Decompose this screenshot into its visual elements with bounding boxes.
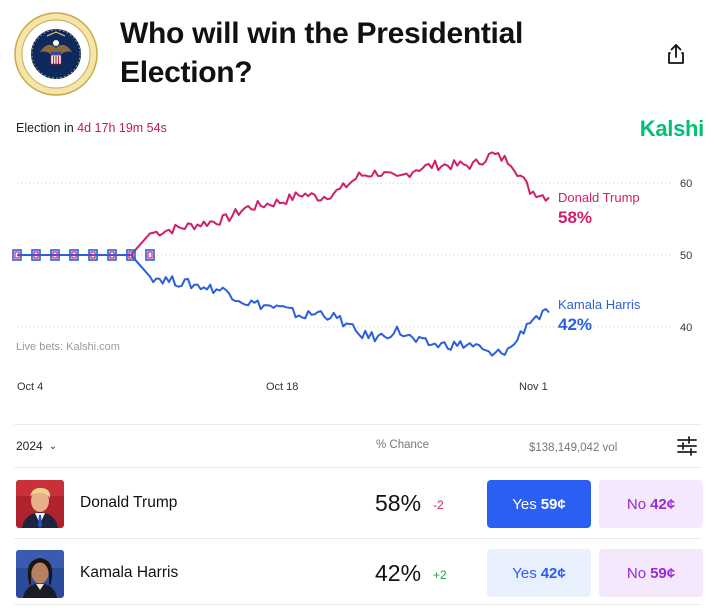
data-point-marker bbox=[90, 251, 96, 259]
year-dropdown[interactable]: 2024 ⌄ bbox=[16, 439, 57, 453]
no-price: 59¢ bbox=[650, 564, 676, 582]
series-value-label: 42% bbox=[558, 315, 592, 334]
data-point-marker bbox=[128, 251, 134, 259]
market-header: Who will win the Presidential Election? bbox=[0, 0, 716, 110]
filter-sliders-icon[interactable] bbox=[676, 436, 698, 456]
y-tick-label: 60 bbox=[680, 178, 692, 190]
x-tick-label: Nov 1 bbox=[519, 381, 548, 393]
data-point-marker bbox=[88, 249, 98, 261]
data-point-marker bbox=[69, 249, 79, 261]
no-label: No bbox=[626, 495, 647, 513]
data-point-marker bbox=[147, 251, 153, 259]
series-label: Kamala Harris bbox=[558, 297, 641, 312]
data-point-marker bbox=[31, 249, 41, 261]
buy-no-button[interactable]: No 59¢ bbox=[599, 549, 703, 597]
divider bbox=[14, 424, 702, 425]
buy-no-button[interactable]: No 42¢ bbox=[599, 480, 703, 528]
candidate-name: Donald Trump bbox=[80, 494, 178, 511]
data-point-marker bbox=[145, 249, 155, 261]
y-tick-label: 40 bbox=[680, 322, 692, 334]
candidate-chance: 58% bbox=[375, 490, 422, 516]
no-label: No bbox=[626, 564, 647, 582]
presidential-seal-icon bbox=[14, 12, 98, 96]
trump-avatar bbox=[16, 480, 64, 528]
candidate-name: Kamala Harris bbox=[80, 564, 179, 581]
divider bbox=[14, 538, 702, 539]
yes-price: 59¢ bbox=[540, 495, 566, 513]
candidate-row-trump: Donald Trump 58% -2 Yes 59¢ No 42¢ bbox=[0, 470, 716, 536]
harris-avatar bbox=[16, 550, 64, 598]
data-point-marker bbox=[126, 249, 136, 261]
year-value: 2024 bbox=[16, 439, 43, 453]
data-point-marker bbox=[33, 251, 39, 259]
divider bbox=[14, 467, 702, 468]
x-tick-label: Oct 18 bbox=[266, 381, 298, 393]
live-bets-caption: Live bets: Kalshi.com bbox=[16, 341, 120, 353]
volume-label: $138,149,042 vol bbox=[529, 442, 618, 454]
series-line bbox=[17, 151, 550, 256]
x-tick-label: Oct 4 bbox=[17, 381, 43, 393]
buy-yes-button[interactable]: Yes 42¢ bbox=[487, 549, 591, 597]
data-point-marker bbox=[12, 249, 22, 261]
data-point-marker bbox=[109, 251, 115, 259]
data-point-marker bbox=[50, 249, 60, 261]
election-countdown: Election in 4d 17h 19m 54s bbox=[16, 121, 167, 135]
yes-label: Yes bbox=[512, 495, 537, 513]
candidate-row-harris: Kamala Harris 42% +2 Yes 42¢ No 59¢ bbox=[0, 540, 716, 606]
buy-yes-button[interactable]: Yes 59¢ bbox=[487, 480, 591, 528]
chance-change: +2 bbox=[433, 568, 447, 582]
countdown-prefix: Election in bbox=[16, 121, 74, 135]
data-point-marker bbox=[107, 249, 117, 261]
countdown-time: 4d 17h 19m 54s bbox=[77, 121, 167, 135]
y-tick-label: 50 bbox=[680, 250, 692, 262]
yes-label: Yes bbox=[512, 564, 537, 582]
candidate-chance: 42% bbox=[375, 560, 422, 586]
page-title: Who will win the Presidential Election? bbox=[120, 17, 524, 89]
data-point-marker bbox=[14, 251, 20, 259]
data-point-marker bbox=[52, 251, 58, 259]
kalshi-logo[interactable]: Kalshi bbox=[639, 116, 705, 141]
chevron-down-icon: ⌄ bbox=[48, 440, 58, 452]
series-label: Donald Trump bbox=[558, 190, 640, 205]
series-value-label: 58% bbox=[558, 208, 592, 227]
share-icon[interactable] bbox=[664, 42, 688, 66]
no-price: 42¢ bbox=[650, 495, 676, 513]
data-point-marker bbox=[71, 251, 77, 259]
divider bbox=[14, 604, 702, 605]
chance-change: -2 bbox=[433, 498, 444, 512]
series-line bbox=[17, 254, 550, 357]
chance-column-header: % Chance bbox=[376, 439, 430, 451]
yes-price: 42¢ bbox=[540, 564, 566, 582]
odds-line-chart: 40 50 60 Oct 4 Oct 18 Nov 1 Donald Trump 58% Kam… bbox=[12, 151, 692, 393]
